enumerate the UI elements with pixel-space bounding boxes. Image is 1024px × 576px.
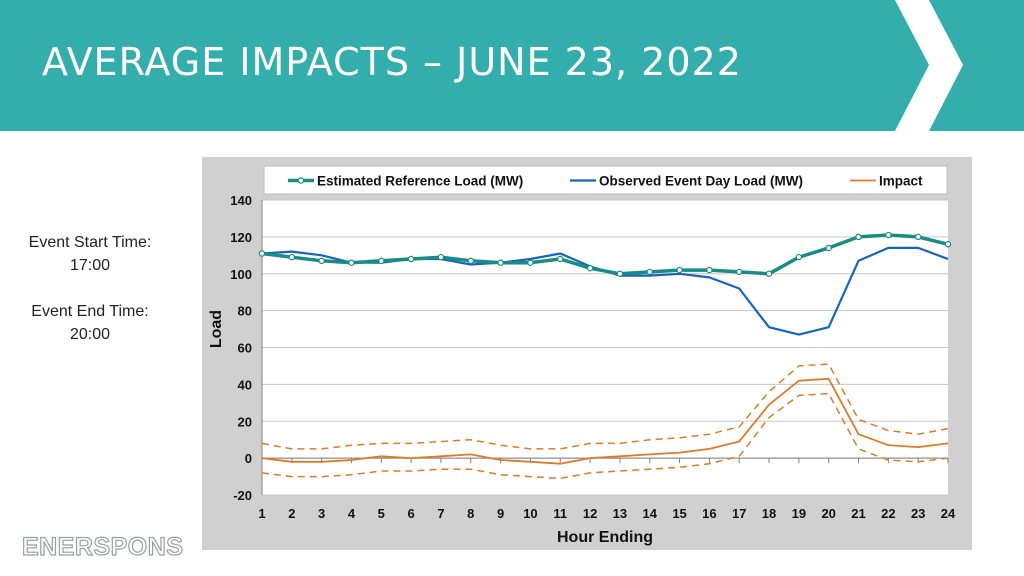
legend-label: Observed Event Day Load (MW) (599, 174, 803, 189)
data-point-reference (885, 231, 892, 239)
x-tick-label: 4 (348, 506, 356, 521)
x-tick-label: 16 (702, 506, 716, 521)
y-tick-label: 120 (230, 230, 252, 245)
legend-label: Impact (879, 174, 923, 189)
legend-label: Estimated Reference Load (MW) (317, 174, 523, 189)
y-tick-label: 40 (238, 377, 252, 392)
x-tick-label: 23 (911, 506, 925, 521)
event-end-label: Event End Time: (31, 303, 149, 320)
data-point-reference (944, 241, 952, 248)
impact-chart: -20 0 20 40 60 80 100 120 140 1 2 3 4 5 6 7 8 9 10 11 12 13 14… (202, 157, 972, 550)
x-tick-label: 13 (613, 506, 627, 521)
data-point-reference (825, 244, 832, 252)
data-point-reference (348, 259, 355, 266)
y-tick-label: -20 (233, 488, 252, 503)
y-tick-label: 60 (238, 341, 252, 356)
x-tick-label: 1 (258, 506, 265, 521)
y-axis-title: Load (208, 310, 225, 348)
series-line-impact (261, 377, 949, 465)
x-axis-title: Hour Ending (557, 529, 653, 546)
legend-marker (297, 177, 305, 184)
x-tick-label: 20 (821, 506, 835, 521)
series-line-impact-upper-bound (261, 363, 949, 450)
x-tick-label: 8 (467, 506, 474, 521)
data-point-reference (407, 255, 415, 263)
x-tick-label: 18 (762, 506, 776, 521)
x-tick-label: 12 (583, 506, 597, 521)
data-point-reference (676, 266, 683, 274)
x-tick-label: 7 (437, 506, 444, 521)
x-tick-label: 22 (881, 506, 895, 521)
x-tick-label: 14 (643, 506, 658, 521)
page-title: AVERAGE IMPACTS – JUNE 23, 2022 (42, 40, 742, 84)
y-tick-label: 80 (238, 304, 252, 319)
data-point-reference (586, 265, 594, 272)
data-point-reference (378, 257, 385, 265)
x-tick-label: 2 (288, 506, 295, 521)
x-tick-label: 19 (792, 506, 806, 521)
series-line-impact-lower-bound (261, 392, 949, 480)
x-tick-label: 5 (378, 506, 385, 521)
data-point-reference (467, 257, 474, 265)
series-line-estimated-reference-load-mw (261, 233, 949, 276)
data-point-reference (318, 257, 325, 265)
event-start-value: 17:00 (69, 257, 111, 274)
x-tick-label: 3 (318, 506, 325, 521)
data-point-reference (557, 255, 564, 263)
svg-text:ENERSPONSE: ENERSPONSE (22, 533, 184, 559)
data-point-reference (288, 253, 296, 261)
event-end-block: Event End Time: 20:00 (0, 300, 180, 346)
data-point-reference (437, 253, 445, 261)
y-tick-label: 20 (238, 414, 252, 429)
legend-box (263, 165, 948, 195)
data-point-reference (497, 259, 504, 266)
data-point-reference (706, 266, 713, 274)
enersponse-logo: ENERSPONSE (22, 532, 184, 559)
data-point-reference (795, 253, 803, 261)
data-point-reference (855, 233, 862, 241)
y-tick-label: 0 (245, 451, 252, 466)
y-tick-label: 140 (230, 193, 252, 208)
x-tick-label: 17 (732, 506, 746, 521)
event-end-value: 20:00 (69, 326, 111, 343)
data-point-reference (616, 270, 624, 277)
x-tick-label: 10 (523, 506, 537, 521)
x-tick-label: 11 (553, 506, 567, 521)
data-point-reference (646, 268, 653, 276)
x-tick-label: 15 (672, 506, 686, 521)
x-tick-label: 9 (497, 506, 504, 521)
data-point-reference (765, 270, 773, 277)
chevron-right-icon (895, 0, 963, 131)
data-point-reference (258, 250, 266, 257)
y-tick-label: 100 (230, 267, 252, 282)
event-start-block: Event Start Time: 17:00 (0, 231, 180, 277)
data-point-reference (736, 268, 743, 276)
data-point-reference (914, 233, 922, 241)
x-tick-label: 24 (941, 506, 956, 521)
event-start-label: Event Start Time: (28, 234, 152, 251)
header-banner: AVERAGE IMPACTS – JUNE 23, 2022 (0, 0, 1024, 131)
x-tick-label: 21 (851, 506, 865, 521)
x-tick-label: 6 (408, 506, 415, 521)
data-point-reference (527, 259, 534, 266)
